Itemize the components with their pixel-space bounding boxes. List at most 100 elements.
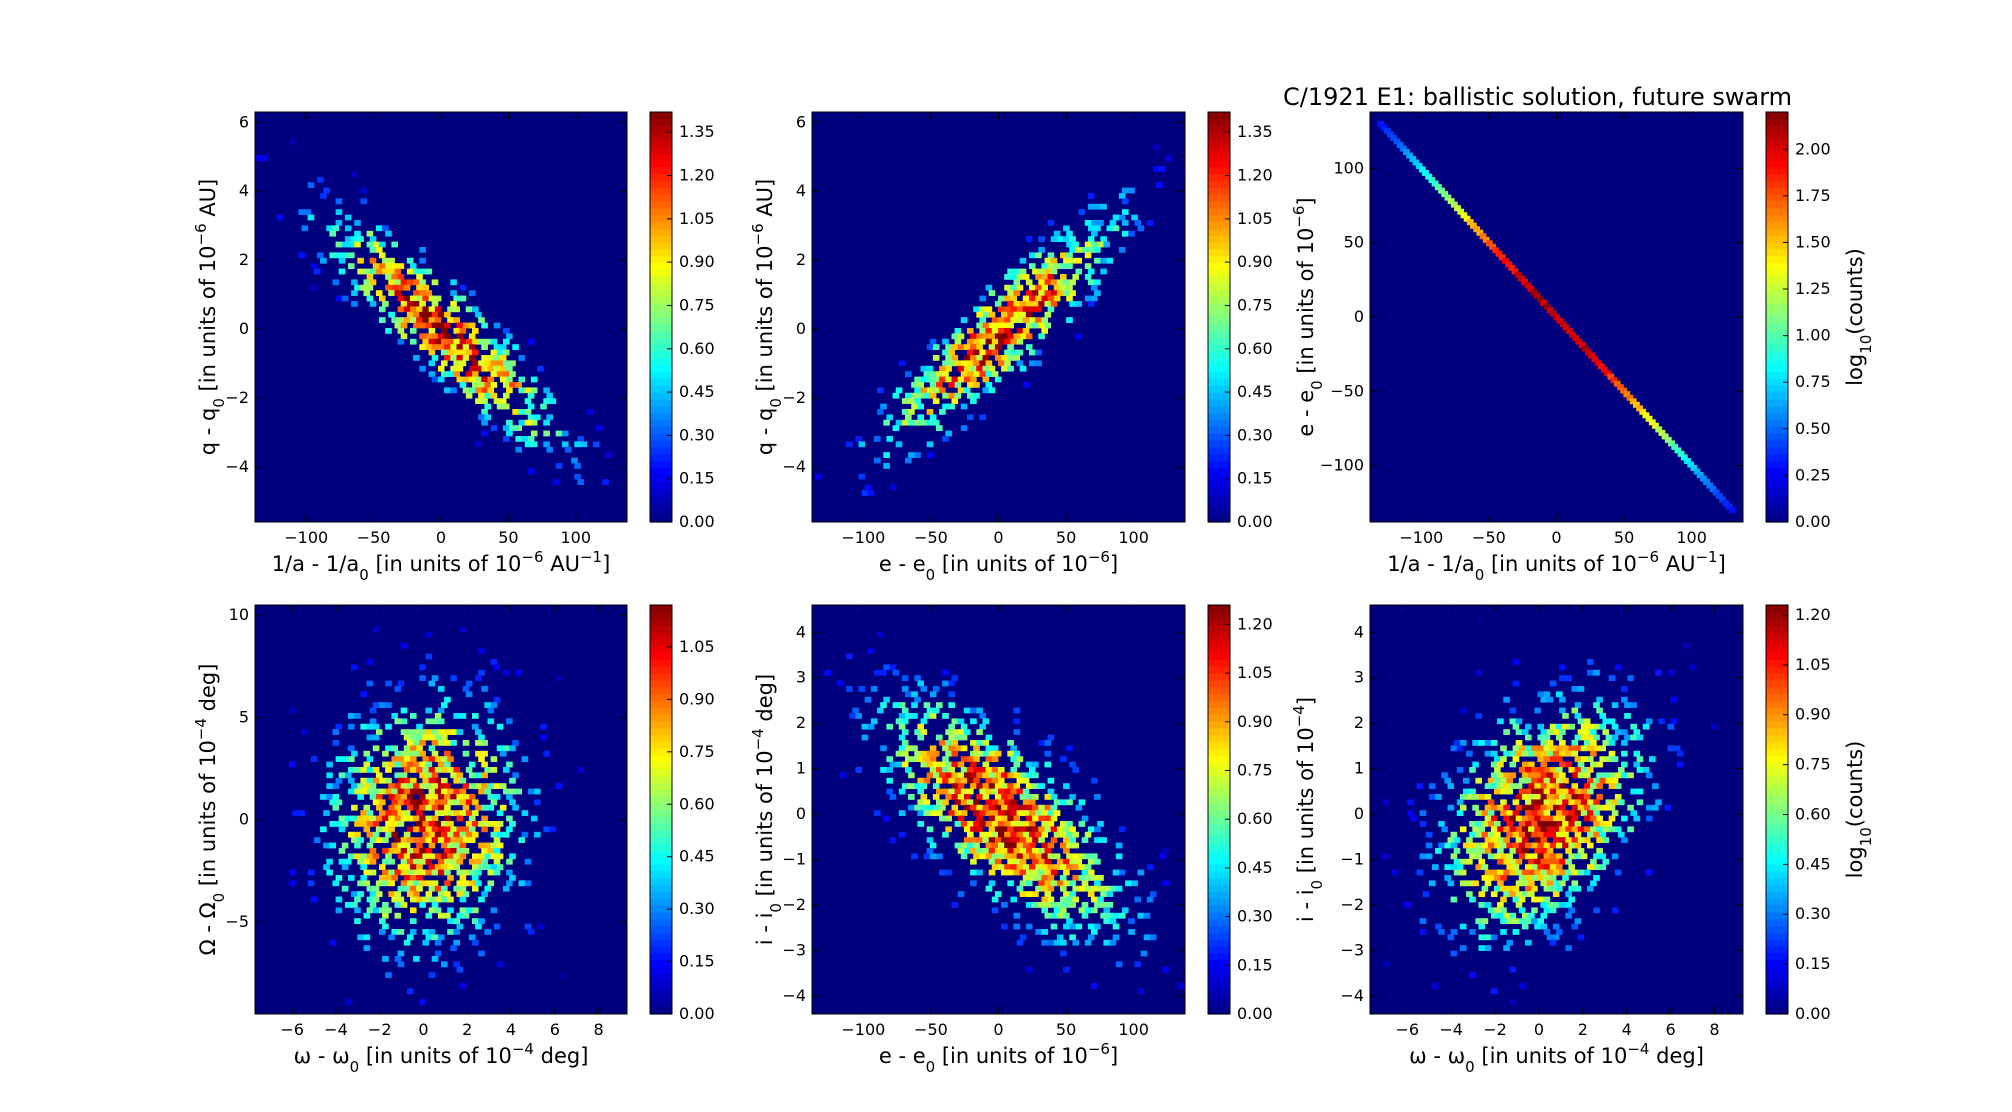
hexbin-cell: [1559, 858, 1566, 865]
hexbin-cell: [403, 939, 411, 946]
x-tick-label: −6: [1396, 1020, 1420, 1039]
hexbin-cell: [372, 777, 380, 784]
hexbin-cell: [960, 371, 968, 377]
hexbin-cell: [416, 821, 423, 827]
hexbin-cell: [905, 392, 912, 399]
hexbin-cell: [1066, 230, 1073, 237]
colorbar-segment: [1208, 891, 1230, 899]
hexbin-cell: [954, 360, 962, 367]
hexbin-cell: [372, 241, 380, 248]
hexbin-cell: [397, 799, 405, 806]
hexbin-cell: [1497, 880, 1504, 887]
y-axis-label: q - q0 [in units of 10−6 AU]: [749, 179, 785, 456]
hexbin-cell: [530, 815, 538, 822]
hexbin-cell: [905, 414, 912, 421]
hexbin-cell: [391, 284, 398, 291]
hexbin-cell: [1066, 284, 1073, 291]
hexbin-cell: [1469, 821, 1476, 827]
hexbin-cell: [1728, 507, 1736, 514]
colorbar-segment: [1208, 952, 1230, 961]
hexbin-cell: [1559, 869, 1566, 876]
hexbin-cell: [487, 848, 495, 854]
hexbin-cell: [1487, 810, 1495, 816]
hexbin-cell: [462, 826, 470, 833]
hexbin-cell: [1131, 214, 1138, 221]
hexbin-cell: [453, 842, 460, 849]
hexbin-cell: [425, 653, 433, 660]
colorbar-segment: [650, 248, 672, 257]
hexbin-cell: [444, 355, 451, 361]
colorbar-segment: [1766, 351, 1788, 359]
hexbin-cell: [475, 376, 482, 383]
hexbin-cell: [1004, 349, 1011, 356]
colorbar-segment: [1766, 741, 1788, 749]
hexbin-cell: [1621, 740, 1628, 746]
hexbin-cell: [382, 923, 389, 930]
hexbin-cell: [1399, 145, 1407, 152]
hexbin-cell: [1469, 929, 1476, 935]
hexbin-cell: [1574, 810, 1582, 816]
hexbin-cell: [1463, 777, 1470, 784]
colorbar-frame: [1207, 604, 1231, 1015]
colorbar-tick-label: 0.30: [679, 425, 715, 444]
hexbin-cell: [468, 858, 476, 865]
colorbar-segment: [1766, 132, 1788, 140]
hexbin-cell: [1063, 880, 1070, 887]
hexbin-cell: [951, 772, 959, 779]
hexbin-cell: [425, 912, 433, 919]
hexbin-cell: [1497, 826, 1504, 833]
colorbar-segment: [1208, 904, 1230, 913]
hexbin-cell: [385, 680, 392, 687]
hexbin-cell: [431, 869, 439, 876]
hexbin-cell: [354, 241, 361, 248]
hexbin-cell: [506, 387, 513, 394]
hexbin-cell: [1013, 826, 1021, 833]
hexbin-cell: [546, 446, 553, 453]
hexbin-cell: [982, 740, 990, 746]
hexbin-cell: [1571, 880, 1579, 887]
hexbin-cell: [1081, 837, 1089, 843]
hexbin-cell: [530, 376, 538, 383]
hexbin-cell: [441, 371, 448, 377]
y-tick-label: 0: [1354, 307, 1364, 326]
colorbar-segment: [650, 809, 672, 817]
hexbin-cell: [372, 896, 380, 903]
hexbin-cell: [948, 777, 955, 784]
hexbin-cell: [329, 842, 336, 849]
hexbin-cell: [385, 702, 392, 708]
hexbin-cell: [1060, 274, 1067, 280]
hexbin-cell: [1596, 848, 1603, 854]
hexbin-cell: [1549, 821, 1557, 827]
hexbin-cell: [1066, 896, 1073, 903]
hexbin-cell: [419, 322, 426, 329]
hexbin-cell: [1577, 869, 1585, 876]
hexbin-cell: [976, 869, 983, 876]
hexbin-cell: [518, 419, 526, 426]
colorbar-tick-label: 0.00: [1237, 1004, 1273, 1023]
hexbin-cell: [1066, 918, 1073, 924]
hexbin-cell: [1500, 875, 1507, 881]
x-tick-label: 2: [462, 1020, 472, 1039]
hexbin-cell: [1583, 815, 1591, 822]
hexbin-cell: [1546, 880, 1554, 887]
hexbin-cell: [1094, 858, 1101, 865]
hexbin-cell: [929, 842, 937, 849]
colorbar-segment: [650, 700, 672, 708]
hexbin-cell: [1125, 880, 1132, 887]
hexbin-cell: [1069, 826, 1076, 833]
colorbar-tick-label: 1.00: [1795, 326, 1831, 345]
colorbar-segment: [1208, 200, 1230, 209]
hexbin-cell: [1084, 252, 1092, 259]
hexbin-cell: [960, 425, 968, 431]
hexbin-cell: [960, 799, 968, 806]
hexbin-cell: [970, 772, 977, 779]
hexbin-cell: [428, 349, 436, 356]
hexbin-cell: [1047, 734, 1055, 741]
hexbin-cell: [307, 869, 315, 876]
hexbin-cell: [1001, 804, 1008, 811]
hexbin-cell: [994, 783, 1002, 789]
hexbin-cell: [1568, 842, 1575, 849]
hexbin-cell: [960, 853, 968, 860]
hexbin-cell: [895, 441, 903, 448]
hexbin-cell: [942, 436, 949, 442]
